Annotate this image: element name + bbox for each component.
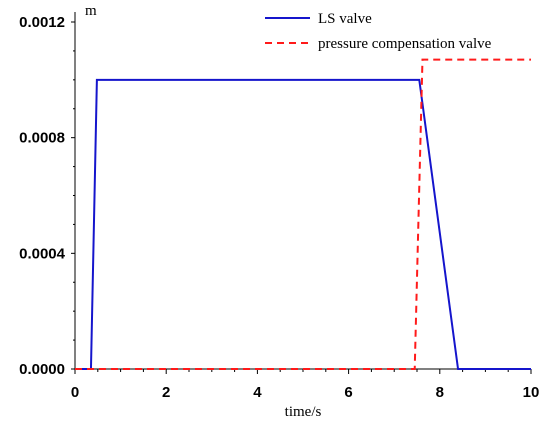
x-tick-label: 2 [162,384,170,401]
y-tick-label: 0.0004 [19,245,66,262]
y-tick-label: 0.0012 [19,14,65,31]
x-tick-label: 8 [436,384,444,401]
series-layer [75,58,531,370]
x-tick-label: 0 [71,384,79,401]
x-axis-label: time/s [285,404,322,420]
y-tick-label: 0.0000 [19,361,65,378]
legend-label: pressure compensation valve [318,36,492,52]
legend: LS valve pressure compensation valve [265,11,492,52]
axes: 0.0000 0.0004 0.0008 0.0012 0 2 4 6 8 10 m time/s [19,3,539,420]
x-tick-label: 6 [344,384,352,401]
series-line-pressure-compensation-valve [75,58,531,370]
x-tick-label: 4 [253,384,262,401]
y-tick-label: 0.0008 [19,130,65,147]
series-line-ls-valve [75,78,531,370]
y-axis-label: m [85,3,97,19]
legend-label: LS valve [318,11,372,27]
x-tick-label: 10 [523,384,540,401]
